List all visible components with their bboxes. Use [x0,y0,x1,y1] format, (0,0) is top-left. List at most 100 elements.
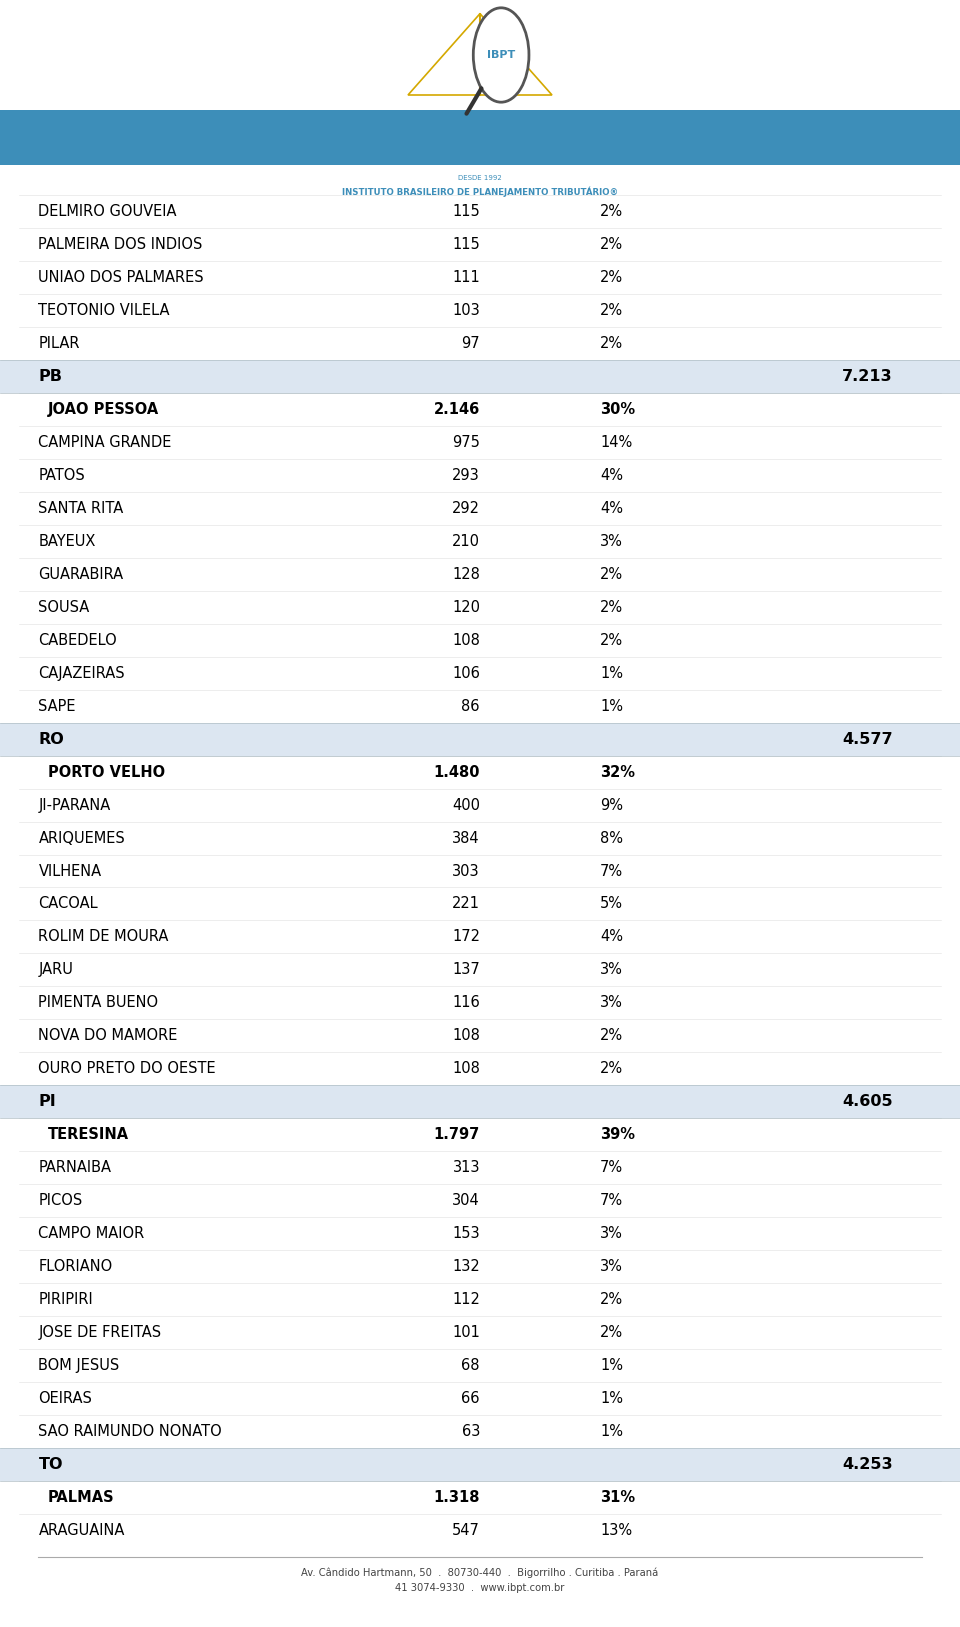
Text: 30%: 30% [600,402,636,417]
Text: NOVA DO MAMORE: NOVA DO MAMORE [38,1028,178,1043]
Text: 3%: 3% [600,1259,623,1274]
Bar [0,1448,960,1481]
Text: CAJAZEIRAS: CAJAZEIRAS [38,665,125,680]
Text: 4%: 4% [600,501,623,516]
Text: 2%: 2% [600,1292,623,1306]
Text: PB: PB [38,369,62,384]
Text: INSTITUTO BRASILEIRO DE PLANEJAMENTO TRIBUTÁRIO®: INSTITUTO BRASILEIRO DE PLANEJAMENTO TRI… [342,187,618,197]
Text: SANTA RITA: SANTA RITA [38,501,124,516]
Text: 2%: 2% [600,1061,623,1077]
Text: 32%: 32% [600,765,635,779]
Text: JI-PARANA: JI-PARANA [38,797,110,812]
Text: PI: PI [38,1095,56,1110]
Text: 1%: 1% [600,1359,623,1373]
Text: 1.318: 1.318 [434,1490,480,1505]
Text: 115: 115 [452,238,480,252]
Text: 4%: 4% [600,469,623,483]
Text: 172: 172 [452,929,480,944]
Text: 31%: 31% [600,1490,636,1505]
Text: 400: 400 [452,797,480,812]
Text: 103: 103 [452,303,480,317]
Text: 210: 210 [452,534,480,548]
Text: 115: 115 [452,203,480,220]
Text: OURO PRETO DO OESTE: OURO PRETO DO OESTE [38,1061,216,1077]
Circle shape [473,8,529,103]
Text: 292: 292 [452,501,480,516]
Text: PATOS: PATOS [38,469,85,483]
Text: 111: 111 [452,270,480,285]
Text: PICOS: PICOS [38,1193,83,1209]
Text: 66: 66 [462,1391,480,1406]
Text: CAMPO MAIOR: CAMPO MAIOR [38,1227,145,1241]
Text: 112: 112 [452,1292,480,1306]
Text: 2%: 2% [600,600,623,615]
Text: Av. Cândido Hartmann, 50  .  80730-440  .  Bigorrilho . Curitiba . Paraná: Av. Cândido Hartmann, 50 . 80730-440 . B… [301,1567,659,1578]
Text: 97: 97 [462,335,480,351]
Text: 108: 108 [452,1028,480,1043]
Text: 304: 304 [452,1193,480,1209]
Text: 120: 120 [452,600,480,615]
Text: 384: 384 [452,830,480,846]
Text: 1.797: 1.797 [434,1128,480,1142]
Text: 39%: 39% [600,1128,635,1142]
Text: GUARABIRA: GUARABIRA [38,566,124,582]
Text: VILHENA: VILHENA [38,864,102,879]
Text: 2%: 2% [600,238,623,252]
Text: 547: 547 [452,1523,480,1538]
Text: 9%: 9% [600,797,623,812]
Text: PILAR: PILAR [38,335,80,351]
Text: JOSE DE FREITAS: JOSE DE FREITAS [38,1324,161,1341]
Bar [0,722,960,755]
Text: 2%: 2% [600,203,623,220]
Text: 2.146: 2.146 [434,402,480,417]
Text: ARIQUEMES: ARIQUEMES [38,830,125,846]
Text: 4.577: 4.577 [842,732,893,747]
Text: OEIRAS: OEIRAS [38,1391,92,1406]
Text: 101: 101 [452,1324,480,1341]
Text: 1%: 1% [600,698,623,714]
Polygon shape [480,13,552,94]
Text: SAO RAIMUNDO NONATO: SAO RAIMUNDO NONATO [38,1424,222,1440]
Text: 3%: 3% [600,534,623,548]
Text: 41 3074-9330  .  www.ibpt.com.br: 41 3074-9330 . www.ibpt.com.br [396,1583,564,1593]
Text: 303: 303 [452,864,480,879]
Text: 2%: 2% [600,270,623,285]
Text: SOUSA: SOUSA [38,600,89,615]
Text: ARAGUAINA: ARAGUAINA [38,1523,125,1538]
Text: JARU: JARU [38,963,73,978]
Text: RO: RO [38,732,64,747]
Text: 2%: 2% [600,303,623,317]
Text: ROLIM DE MOURA: ROLIM DE MOURA [38,929,169,944]
Text: UNIAO DOS PALMARES: UNIAO DOS PALMARES [38,270,204,285]
Text: PALMAS: PALMAS [48,1490,114,1505]
Text: 86: 86 [462,698,480,714]
Text: 108: 108 [452,633,480,648]
Text: PIMENTA BUENO: PIMENTA BUENO [38,996,158,1010]
Bar [0,111,960,164]
Text: 5%: 5% [600,896,623,911]
Text: DELMIRO GOUVEIA: DELMIRO GOUVEIA [38,203,177,220]
Text: 128: 128 [452,566,480,582]
Text: IBPT: IBPT [487,50,516,60]
Text: PIRIPIRI: PIRIPIRI [38,1292,93,1306]
Text: PALMEIRA DOS INDIOS: PALMEIRA DOS INDIOS [38,238,203,252]
Text: FLORIANO: FLORIANO [38,1259,112,1274]
Text: 2%: 2% [600,566,623,582]
Text: 4.253: 4.253 [842,1458,893,1472]
Text: DESDE 1992: DESDE 1992 [458,176,502,181]
Text: BAYEUX: BAYEUX [38,534,96,548]
Text: 2%: 2% [600,335,623,351]
Text: 116: 116 [452,996,480,1010]
Text: 13%: 13% [600,1523,632,1538]
Text: BOM JESUS: BOM JESUS [38,1359,120,1373]
Text: 7.213: 7.213 [842,369,893,384]
Text: 4%: 4% [600,929,623,944]
Text: 293: 293 [452,469,480,483]
Bar [0,360,960,392]
Text: CACOAL: CACOAL [38,896,98,911]
Text: 8%: 8% [600,830,623,846]
Text: 137: 137 [452,963,480,978]
Text: 153: 153 [452,1227,480,1241]
Text: 68: 68 [462,1359,480,1373]
Text: 2%: 2% [600,1324,623,1341]
